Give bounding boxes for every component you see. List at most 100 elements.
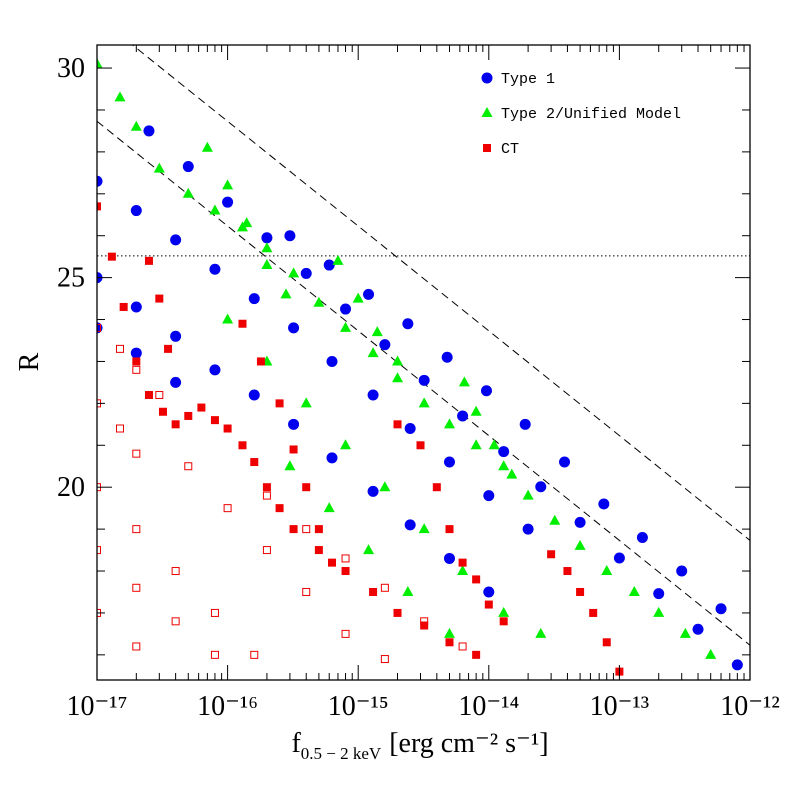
point (443, 627, 455, 638)
point (522, 489, 534, 500)
point (731, 659, 743, 671)
point (371, 326, 383, 337)
point (132, 449, 141, 458)
point (535, 481, 547, 493)
point (238, 319, 247, 328)
point (705, 648, 717, 659)
point (379, 481, 391, 492)
point (313, 296, 325, 307)
point (340, 303, 352, 315)
point (549, 514, 561, 525)
point (248, 293, 260, 305)
point (182, 161, 194, 173)
point (547, 550, 556, 559)
point (420, 621, 429, 630)
point (416, 441, 425, 450)
point (132, 583, 141, 592)
point (97, 202, 101, 211)
x-label-units: [erg cm⁻² s⁻¹] (389, 728, 548, 759)
point (171, 420, 180, 429)
point (352, 292, 364, 303)
y-tick-label: 25 (57, 263, 85, 294)
point (498, 606, 510, 617)
point (483, 586, 495, 598)
point (441, 351, 453, 363)
point (144, 390, 153, 399)
point (392, 355, 404, 366)
x-label-subscript: 0.5 − 2 keV (301, 744, 382, 763)
point (275, 399, 284, 408)
point (132, 357, 141, 366)
x-tick-label: 10⁻¹⁶ (197, 691, 258, 722)
point (184, 462, 193, 471)
plot-frame (96, 44, 751, 681)
point (445, 525, 454, 534)
x-axis-label: f0.5 − 2 keV [erg cm⁻² s⁻¹] (291, 728, 548, 763)
point (367, 485, 379, 497)
point (262, 491, 271, 500)
point (576, 587, 585, 596)
point (418, 397, 430, 408)
point (132, 525, 141, 534)
point (222, 196, 234, 208)
point (340, 321, 352, 332)
point (443, 456, 455, 468)
legend-text: Type 2/Unified Model (501, 106, 681, 123)
point (97, 546, 101, 555)
point (210, 608, 219, 617)
point (472, 575, 481, 584)
point (470, 439, 482, 450)
point (130, 301, 142, 313)
point (302, 525, 311, 534)
point (155, 390, 164, 399)
point (275, 504, 284, 513)
point (488, 439, 500, 450)
point (559, 456, 571, 468)
point (458, 376, 470, 387)
point (261, 232, 273, 244)
point (314, 525, 323, 534)
point (676, 565, 688, 577)
legend-marker (483, 144, 491, 152)
point (248, 389, 260, 401)
point (238, 441, 247, 450)
point (115, 424, 124, 433)
point (363, 544, 375, 555)
point (522, 523, 534, 535)
point (483, 490, 495, 502)
point (380, 583, 389, 592)
point (97, 57, 103, 68)
point (326, 355, 338, 367)
point (209, 263, 221, 275)
point (170, 376, 182, 388)
point (367, 389, 379, 401)
point (506, 468, 518, 479)
x-label-symbol: f (291, 728, 301, 759)
point (97, 175, 103, 187)
point (402, 585, 414, 596)
point (223, 504, 232, 513)
point (445, 638, 454, 647)
point (132, 365, 141, 374)
point (418, 523, 430, 534)
point (326, 452, 338, 464)
point (132, 642, 141, 651)
point (153, 162, 165, 173)
point (379, 339, 391, 351)
points (97, 57, 743, 676)
point (369, 587, 378, 596)
point (628, 585, 640, 596)
point (170, 330, 182, 342)
y-tick-label: 20 (57, 472, 85, 503)
point (288, 322, 300, 334)
point (457, 410, 469, 422)
point (289, 525, 298, 534)
point (197, 403, 206, 412)
point (327, 558, 336, 567)
point (250, 650, 259, 659)
point (209, 364, 221, 376)
point (143, 125, 155, 137)
point (210, 416, 219, 425)
y-tick-label: 30 (57, 53, 85, 84)
